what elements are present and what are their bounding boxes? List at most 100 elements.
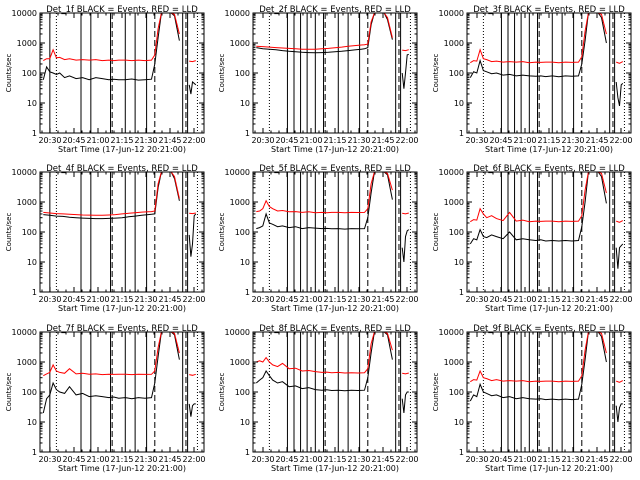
y-axis-label: Counts/sec (218, 54, 226, 93)
y-tick-label: 100 (22, 228, 37, 237)
y-tick-label: 1 (245, 448, 250, 457)
x-tick-label: 20:30 (251, 295, 274, 304)
lld-series-line (256, 172, 393, 214)
plot-area (469, 172, 625, 292)
x-tick-label: 21:30 (561, 455, 584, 464)
x-tick-label: 20:30 (38, 136, 61, 145)
events-series-line (615, 243, 624, 269)
x-axis-label: Start Time (17-Jun-12 20:21:00) (58, 464, 186, 473)
events-series-line (401, 53, 409, 89)
x-tick-label: 20:30 (465, 136, 488, 145)
axes-frame (466, 12, 632, 134)
x-tick-label: 21:15 (110, 295, 133, 304)
chart-title: Det_5f BLACK = Events, RED = LLD (259, 164, 411, 174)
lld-series-line (470, 332, 607, 383)
x-axis-label: Start Time (17-Jun-12 20:21:00) (485, 304, 613, 313)
y-tick-label: 10 (454, 99, 464, 108)
x-tick-label: 21:30 (347, 136, 370, 145)
x-tick-label: 20:45 (489, 455, 512, 464)
events-series-line (401, 391, 409, 414)
plot-area (42, 13, 198, 133)
x-tick-label: 21:00 (86, 295, 109, 304)
y-tick-label: 1 (32, 448, 37, 457)
y-tick-label: 10000 (439, 9, 464, 18)
x-tick-label: 21:00 (299, 455, 322, 464)
y-tick-label: 10 (27, 258, 37, 267)
chart-title: Det_7f BLACK = Events, RED = LLD (46, 324, 198, 334)
chart-title: Det_8f BLACK = Events, RED = LLD (259, 324, 411, 334)
x-tick-label: 21:15 (537, 295, 560, 304)
x-tick-label: 20:30 (251, 136, 274, 145)
events-series-line (469, 332, 607, 402)
x-axis-label: Start Time (17-Jun-12 20:21:00) (485, 464, 613, 473)
x-tick-label: 22:00 (609, 295, 632, 304)
y-tick-label: 100 (235, 388, 250, 397)
y-tick-label: 10 (240, 99, 250, 108)
chart-title: Det_9f BLACK = Events, RED = LLD (473, 324, 625, 334)
axes-frame (466, 331, 632, 453)
x-tick-label: 21:30 (347, 455, 370, 464)
chart-panel-1: Det_1f BLACK = Events, RED = LLD 1 10 100 10… (5, 5, 206, 154)
x-tick-label: 21:45 (158, 295, 181, 304)
plot-area (42, 332, 198, 452)
events-series-line (256, 172, 393, 230)
y-tick-label: 100 (22, 69, 37, 78)
y-axis-label: Counts/sec (5, 54, 13, 93)
y-tick-label: 1000 (17, 198, 37, 207)
x-axis-label: Start Time (17-Jun-12 20:21:00) (271, 464, 399, 473)
y-tick-label: 10000 (439, 328, 464, 337)
x-tick-label: 21:00 (299, 136, 322, 145)
y-tick-label: 10000 (12, 168, 37, 177)
lld-series-line (43, 332, 180, 377)
lld-series-line (256, 13, 393, 50)
y-axis-label: Counts/sec (432, 54, 440, 93)
y-tick-label: 1 (459, 129, 464, 138)
x-tick-label: 22:00 (182, 455, 205, 464)
x-tick-label: 22:00 (395, 136, 418, 145)
chart-title: Det_6f BLACK = Events, RED = LLD (473, 164, 625, 174)
lld-series-line (470, 172, 607, 223)
x-tick-label: 21:45 (585, 136, 608, 145)
x-tick-label: 21:15 (537, 136, 560, 145)
chart-title: Det_3f BLACK = Events, RED = LLD (473, 5, 625, 15)
x-tick-label: 21:15 (110, 455, 133, 464)
plot-area (255, 332, 411, 452)
lld-series-line (616, 61, 624, 64)
chart-title: Det_4f BLACK = Events, RED = LLD (46, 164, 198, 174)
events-series-line (255, 332, 393, 392)
x-tick-label: 21:30 (134, 136, 157, 145)
x-tick-label: 21:30 (134, 295, 157, 304)
y-tick-label: 10000 (225, 328, 250, 337)
chart-panel-8: Det_8f BLACK = Events, RED = LLD 1 10 100 10… (218, 324, 419, 473)
chart-title: Det_2f BLACK = Events, RED = LLD (259, 5, 411, 15)
y-axis-label: Counts/sec (5, 213, 13, 252)
x-tick-label: 20:45 (275, 136, 298, 145)
lld-series-line (402, 372, 409, 375)
axes-frame (39, 12, 205, 134)
events-series-line (615, 403, 623, 423)
axes-frame (252, 12, 418, 134)
axes-frame (39, 171, 205, 293)
y-tick-label: 100 (449, 388, 464, 397)
events-series-line (615, 81, 624, 106)
events-series-line (401, 229, 410, 263)
events-series-line (256, 13, 393, 54)
chart-panel-3: Det_3f BLACK = Events, RED = LLD 1 10 100 10… (432, 5, 633, 154)
x-tick-label: 21:30 (347, 295, 370, 304)
x-tick-label: 21:45 (371, 295, 394, 304)
x-tick-label: 20:30 (251, 455, 274, 464)
y-tick-label: 10 (27, 99, 37, 108)
x-tick-label: 21:15 (537, 455, 560, 464)
x-tick-label: 21:15 (323, 455, 346, 464)
y-axis-label: Counts/sec (218, 373, 226, 412)
x-tick-label: 20:45 (275, 295, 298, 304)
x-tick-label: 22:00 (609, 455, 632, 464)
y-tick-label: 10000 (225, 9, 250, 18)
lld-series-line (402, 49, 409, 52)
x-tick-label: 21:00 (299, 295, 322, 304)
y-tick-label: 10 (27, 418, 37, 427)
x-tick-label: 20:45 (275, 455, 298, 464)
y-tick-label: 100 (449, 69, 464, 78)
x-tick-label: 21:00 (86, 455, 109, 464)
lld-series-line (256, 332, 393, 374)
